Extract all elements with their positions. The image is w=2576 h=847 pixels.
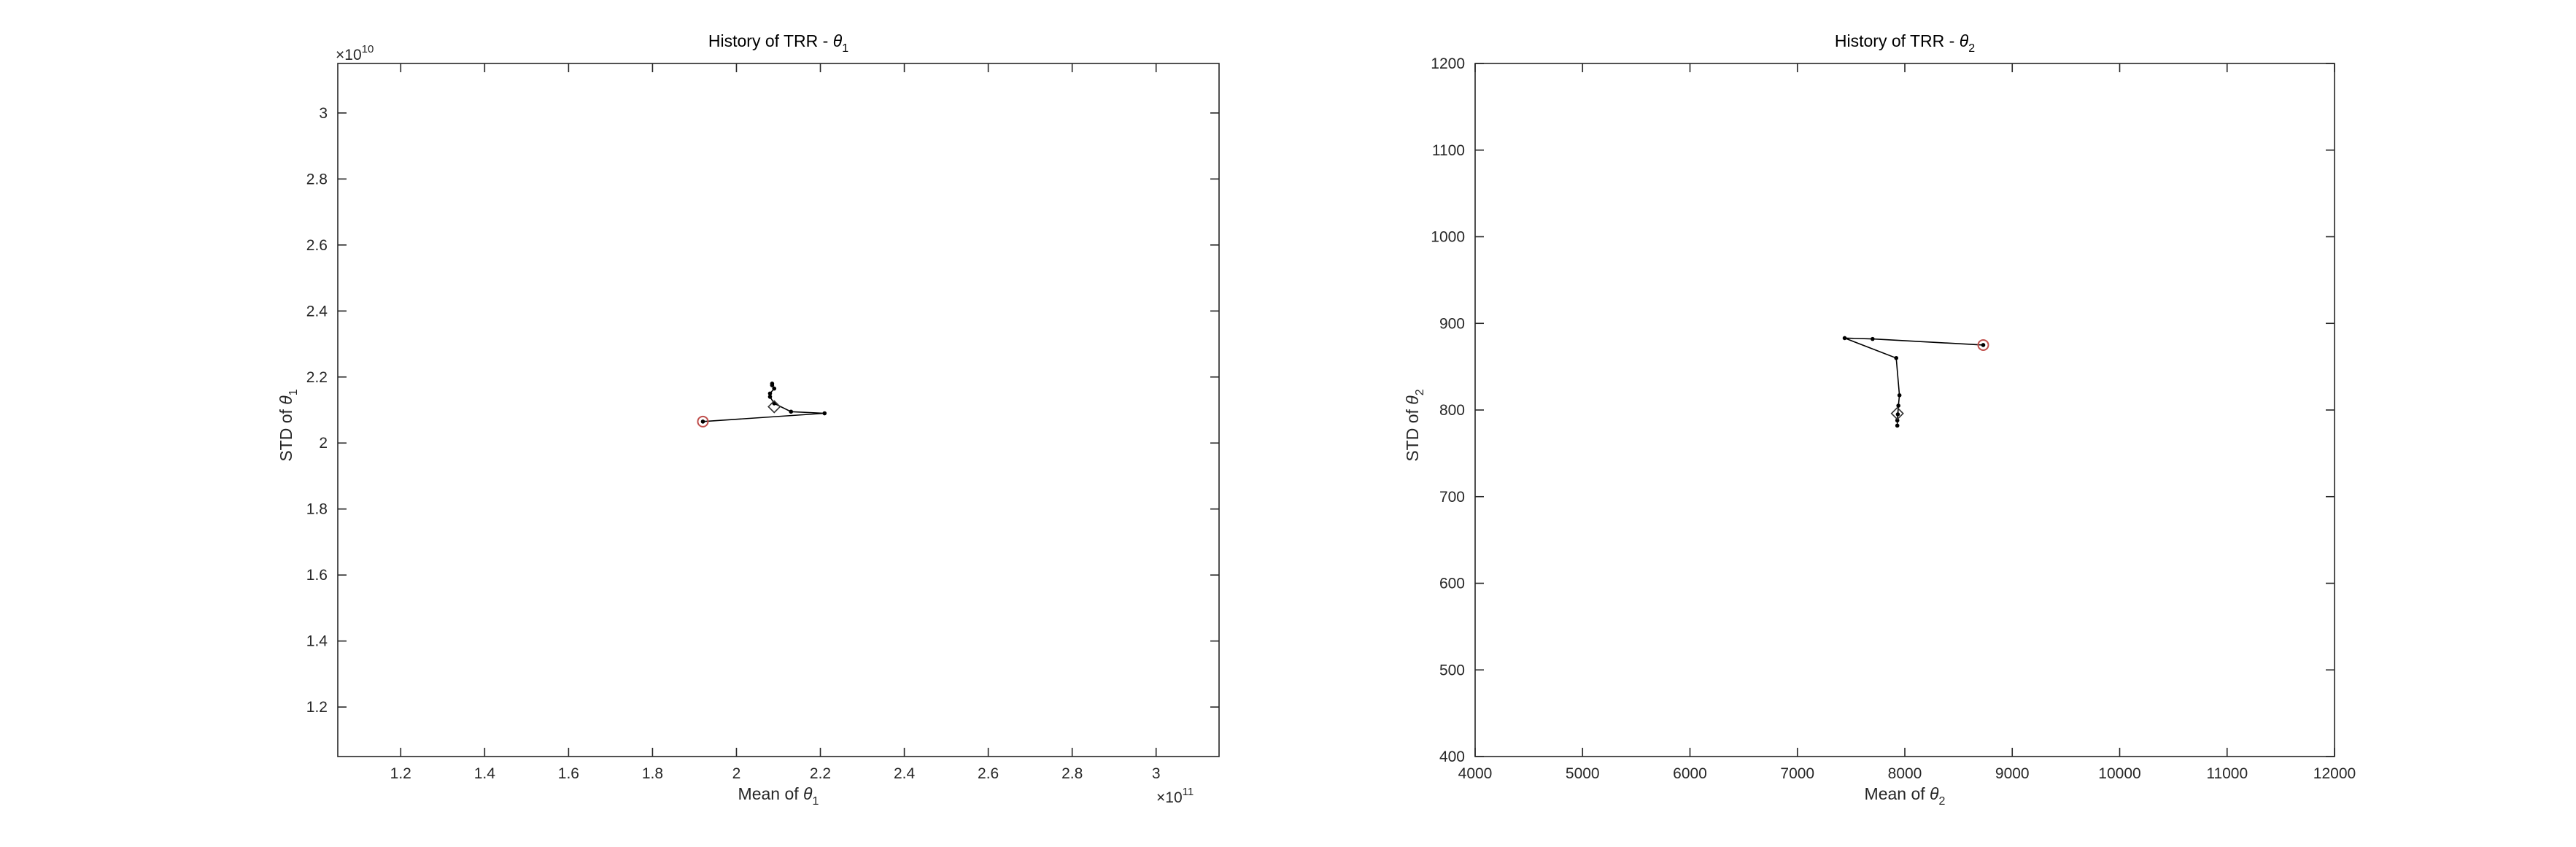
y-tick-label: 400: [1439, 749, 1465, 765]
y-tick-label: 1.4: [306, 633, 328, 650]
data-point: [1895, 412, 1900, 417]
x-tick-label: 6000: [1673, 765, 1707, 782]
plot-1-data: [697, 382, 827, 428]
x-tick-label: 2: [732, 765, 741, 782]
x-tick-label: 2.4: [894, 765, 916, 782]
y-tick-label: 1.6: [306, 567, 328, 584]
x-tick-label: 7000: [1780, 765, 1814, 782]
y-tick-label: 2.8: [306, 171, 328, 187]
x-tick-label: 11000: [2206, 765, 2248, 782]
plot-1: History of TRR - θ1 1.2 1.4 1.6 1.8 2 2.2 2.4 2…: [276, 31, 1220, 808]
data-point: [770, 382, 775, 386]
x-tick-label: 1.4: [474, 765, 496, 782]
data-point: [1871, 336, 1875, 341]
x-tick-label: 10000: [2098, 765, 2140, 782]
y-tick-label: 1.2: [306, 699, 328, 716]
start-marker: [697, 415, 709, 428]
x-tick-label: 4000: [1458, 765, 1493, 782]
data-point: [1894, 355, 1899, 360]
y-tick-label: 1200: [1431, 55, 1465, 72]
y-tick-label: 900: [1439, 315, 1465, 332]
data-point: [1895, 423, 1900, 428]
x-tick-label: 2.6: [978, 765, 999, 782]
data-point: [1842, 336, 1847, 341]
y-tick-label: 1000: [1431, 229, 1465, 246]
plot-1-ticks: 1.2 1.4 1.6 1.8 2 2.2 2.4 2.6 2.8 3 1.2 1.4 1.6 1.8 2 2…: [306, 63, 1219, 782]
end-marker: [767, 400, 781, 414]
x-tick-label: 1.8: [642, 765, 663, 782]
y-tick-label: 1100: [1432, 142, 1465, 159]
plot-2-title: History of TRR - θ2: [1835, 31, 1975, 55]
plot-2-y-axis-label: STD of θ2: [1403, 389, 1426, 461]
x-tick-label: 3: [1152, 765, 1161, 782]
start-marker-center: [700, 419, 705, 424]
data-point: [772, 386, 777, 391]
plot-2-x-axis-label: Mean of θ2: [1865, 784, 1946, 808]
data-point: [1896, 403, 1900, 408]
data-point: [789, 409, 794, 414]
plot-2-data: [1842, 336, 1989, 428]
y-tick-label: 500: [1439, 662, 1465, 678]
x-tick-label: 1.2: [390, 765, 411, 782]
y-tick-label: 1.8: [306, 501, 328, 518]
x-tick-label: 12000: [2313, 765, 2356, 782]
plot-2-ticks: 4000 5000 6000 7000 8000 9000 10000 11000 12000 4…: [1431, 55, 2356, 782]
data-point: [822, 411, 827, 416]
y-tick-label: 700: [1439, 489, 1465, 506]
y-tick-label: 2: [319, 435, 328, 452]
x-tick-label: 2.8: [1061, 765, 1083, 782]
start-marker: [1977, 339, 1989, 351]
data-point: [767, 395, 773, 399]
x-tick-label: 2.2: [810, 765, 831, 782]
plot-1-axes: [337, 63, 1220, 757]
y-tick-label: 600: [1439, 576, 1465, 592]
plot-1-title: History of TRR - θ1: [708, 31, 848, 55]
plot-1-y-exponent: ×1010: [336, 43, 374, 63]
plot-1-axes-box: [337, 63, 1220, 757]
y-tick-label: 2.4: [306, 303, 328, 320]
y-tick-label: 3: [319, 105, 328, 122]
plot-1-y-axis-label: STD of θ1: [276, 389, 300, 461]
x-tick-label: 1.6: [558, 765, 579, 782]
data-point: [1895, 418, 1900, 423]
y-tick-label: 2.6: [306, 237, 328, 254]
data-point: [1897, 393, 1902, 398]
start-marker-center: [1981, 343, 1985, 347]
plot-2: History of TRR - θ2 4000 5000 6000 7000 8000…: [1403, 31, 2356, 808]
y-tick-label: 800: [1439, 402, 1465, 419]
x-tick-label: 5000: [1566, 765, 1600, 782]
x-tick-label: 9000: [1995, 765, 2030, 782]
x-tick-label: 8000: [1888, 765, 1922, 782]
data-point: [767, 391, 773, 396]
end-marker: [1890, 406, 1904, 420]
plot-1-x-axis-label: Mean of θ1: [738, 784, 819, 808]
plot-1-x-exponent: ×1011: [1156, 786, 1194, 806]
y-tick-label: 2.2: [306, 369, 328, 386]
